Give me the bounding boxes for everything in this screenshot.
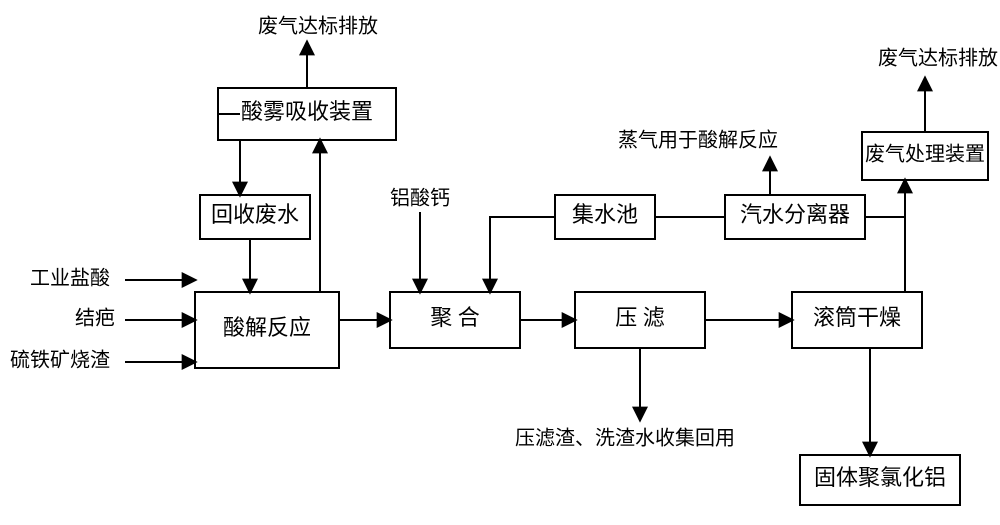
sump-text: 集水池 <box>572 202 638 227</box>
input-pyrite-label: 硫铁矿烧渣 <box>10 349 110 372</box>
steam-separator-text: 汽水分离器 <box>740 202 850 227</box>
exhaust-label-2: 废气达标排放 <box>878 47 998 70</box>
recycle-wastewater-text: 回收废水 <box>211 202 299 227</box>
input-scab-label: 结疤 <box>75 307 115 330</box>
calcium-aluminate-label: 铝酸钙 <box>390 187 450 210</box>
drum-dryer-text: 滚筒干燥 <box>813 305 901 330</box>
exhaust-label-1: 废气达标排放 <box>258 15 378 38</box>
gas-treatment-text: 废气处理装置 <box>865 143 985 166</box>
solid-pac-text: 固体聚氯化铝 <box>814 465 946 490</box>
input-hcl-label: 工业盐酸 <box>30 267 110 290</box>
filter-residue-note: 压滤渣、洗渣水收集回用 <box>515 427 735 450</box>
edge-sump-polymerize <box>490 217 555 292</box>
filter-press-text: 压 滤 <box>615 305 665 330</box>
polymerization-text: 聚 合 <box>430 305 480 330</box>
acid-mist-absorber-text: 酸雾吸收装置 <box>241 99 373 124</box>
steam-note-label: 蒸气用于酸解反应 <box>618 129 778 152</box>
acidolysis-text: 酸解反应 <box>223 315 311 340</box>
